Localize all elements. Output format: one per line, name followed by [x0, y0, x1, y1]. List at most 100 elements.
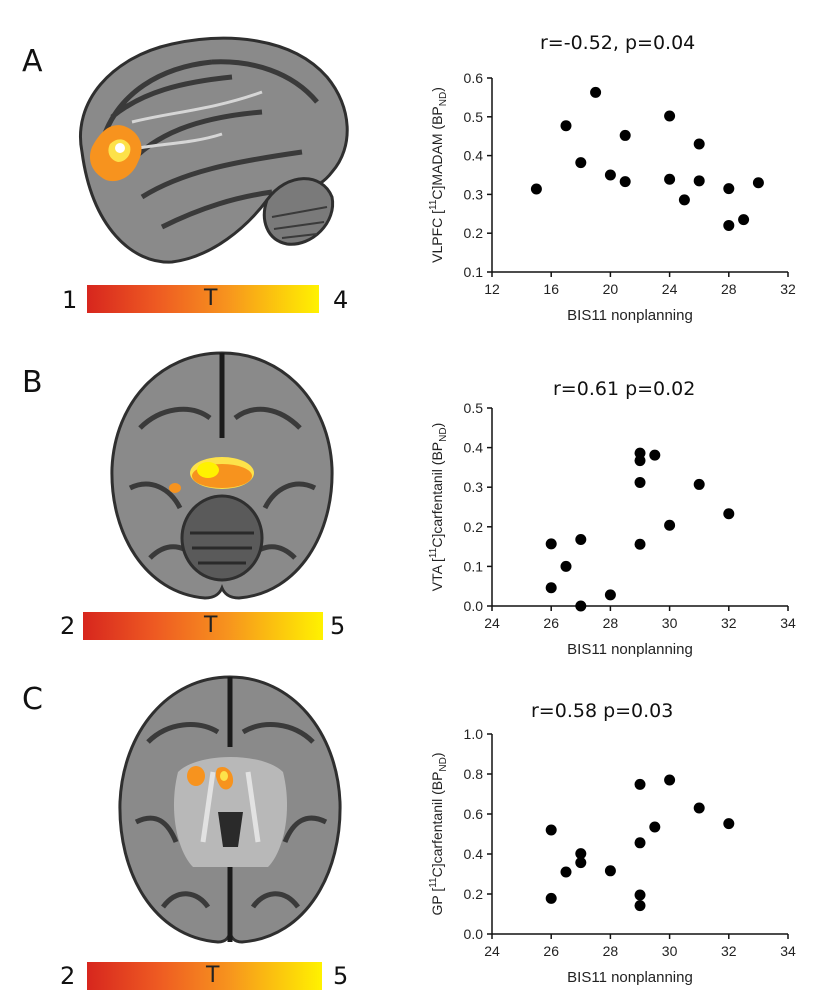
- panel-letter-b: B: [22, 365, 43, 400]
- x-tick-label: 24: [484, 943, 500, 959]
- x-tick-label: 26: [543, 615, 559, 631]
- y-tick-label: 0.5: [464, 400, 484, 416]
- x-tick-label: 12: [484, 281, 500, 297]
- colorbar-c: [87, 962, 322, 990]
- scatter-point: [619, 129, 631, 141]
- scatter-point: [634, 778, 646, 790]
- colorbar-b-min-label: 2: [60, 612, 76, 640]
- scatter-point: [604, 169, 616, 181]
- scatter-point: [649, 449, 661, 461]
- scatter-point: [575, 157, 587, 169]
- brain-axial-image-c: [118, 675, 342, 944]
- y-tick-label: 0.2: [464, 225, 484, 241]
- x-tick-label: 16: [543, 281, 559, 297]
- scatter-point: [723, 508, 735, 520]
- scatter-point: [693, 138, 705, 150]
- brain-axial-image-b: [110, 351, 334, 600]
- scatter-point: [634, 837, 646, 849]
- scatter-point: [664, 110, 676, 122]
- x-tick-label: 28: [603, 615, 619, 631]
- y-tick-label: 0.8: [464, 766, 484, 782]
- scatter-point: [634, 455, 646, 467]
- y-tick-label: 0.4: [464, 846, 484, 862]
- colorbar-b: [83, 612, 323, 640]
- x-tick-label: 20: [603, 281, 619, 297]
- scatter-point: [545, 892, 557, 904]
- x-axis-label: BIS11 nonplanning: [567, 969, 693, 986]
- y-tick-label: 0.4: [464, 440, 484, 456]
- scatter-point: [634, 900, 646, 912]
- scatter-point: [723, 183, 735, 195]
- y-tick-label: 0.4: [464, 148, 484, 164]
- scatter-chart-b: 0.0 0.1 0.2 0.3 0.4 0.5 24 26 28 30 32 34 BIS11 nonp…: [428, 400, 796, 658]
- scatter-point: [723, 219, 735, 231]
- x-tick-label: 24: [484, 615, 500, 631]
- x-tick-label: 34: [780, 943, 796, 959]
- scatter-point: [575, 600, 587, 612]
- scatter-point: [634, 538, 646, 550]
- colorbar-a-min-label: 1: [62, 286, 78, 314]
- y-tick-label: 0.5: [464, 109, 484, 125]
- y-tick-label: 1.0: [464, 726, 484, 742]
- scatter-chart-a: 0.1 0.2 0.3 0.4 0.5 0.6 12 16 20 24 28 32 BIS11 nonp…: [428, 70, 796, 324]
- colorbar-b-label: T: [204, 613, 218, 638]
- scatter-chart-c: 0.0 0.2 0.4 0.6 0.8 1.0 24 26 28 30 32 34 BIS11 nonp…: [428, 726, 796, 986]
- scatter-point: [693, 802, 705, 814]
- scatter-point: [664, 519, 676, 531]
- x-tick-label: 28: [603, 943, 619, 959]
- brain-sagittal-image-a: [79, 36, 349, 264]
- colorbar-b-max-label: 5: [330, 612, 346, 640]
- y-tick-label: 0.6: [464, 70, 484, 86]
- scatter-point: [604, 589, 616, 601]
- scatter-point: [575, 533, 587, 545]
- correlation-stat-b: r=0.61 p=0.02: [553, 378, 696, 400]
- colorbar-a-max-label: 4: [333, 286, 349, 314]
- scatter-point: [664, 173, 676, 185]
- panel-letter-c: C: [22, 682, 43, 717]
- y-axis-label: VLPFC [11C]MADAM (BPND): [428, 87, 449, 263]
- scatter-point: [560, 120, 572, 132]
- scatter-point: [752, 177, 764, 189]
- scatter-point: [560, 560, 572, 572]
- y-tick-label: 0.3: [464, 479, 484, 495]
- scatter-point: [693, 478, 705, 490]
- scatter-point: [545, 824, 557, 836]
- x-tick-label: 30: [662, 943, 678, 959]
- y-tick-label: 0.0: [464, 598, 484, 614]
- scatter-point: [619, 176, 631, 188]
- scatter-point: [664, 774, 676, 786]
- scatter-point: [575, 848, 587, 860]
- y-tick-label: 0.2: [464, 519, 484, 535]
- scatter-point: [560, 866, 572, 878]
- correlation-stat-a: r=-0.52, p=0.04: [540, 32, 696, 54]
- scatter-point: [693, 175, 705, 187]
- x-tick-label: 34: [780, 615, 796, 631]
- x-tick-label: 32: [721, 615, 737, 631]
- colorbar-c-max-label: 5: [333, 962, 349, 990]
- y-tick-label: 0.1: [464, 264, 484, 280]
- colorbar-a-label: T: [204, 286, 218, 311]
- scatter-point: [634, 889, 646, 901]
- y-tick-label: 0.3: [464, 186, 484, 202]
- x-tick-label: 30: [662, 615, 678, 631]
- y-tick-label: 0.0: [464, 926, 484, 942]
- y-axis-label: VTA [11C]carfentanil (BPND): [428, 423, 449, 592]
- y-axis-label: GP [11C]carfentanil (BPND): [428, 752, 449, 915]
- x-tick-label: 28: [721, 281, 737, 297]
- y-tick-label: 0.1: [464, 558, 484, 574]
- colorbar-c-min-label: 2: [60, 962, 76, 990]
- x-tick-label: 32: [721, 943, 737, 959]
- x-tick-label: 32: [780, 281, 796, 297]
- x-tick-label: 26: [543, 943, 559, 959]
- scatter-point: [545, 538, 557, 550]
- x-axis-label: BIS11 nonplanning: [567, 307, 693, 324]
- scatter-point: [634, 476, 646, 488]
- panel-letter-a: A: [22, 44, 43, 79]
- scatter-point: [604, 865, 616, 877]
- scatter-point: [545, 582, 557, 594]
- correlation-stat-c: r=0.58 p=0.03: [531, 700, 674, 722]
- scatter-point: [530, 183, 542, 195]
- y-tick-label: 0.6: [464, 806, 484, 822]
- x-tick-label: 24: [662, 281, 678, 297]
- scatter-point: [590, 86, 602, 98]
